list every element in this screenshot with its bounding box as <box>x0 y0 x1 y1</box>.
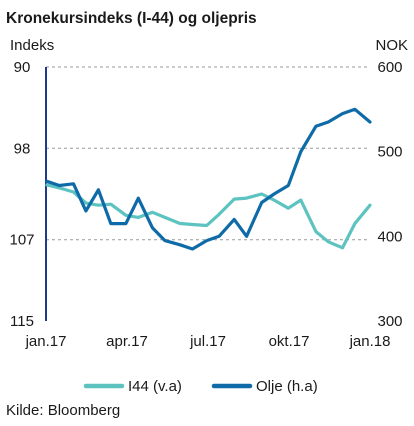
left-tick-label: 98 <box>14 140 31 157</box>
right-axis-label: NOK <box>375 37 408 54</box>
left-tick-label: 90 <box>14 59 31 76</box>
chart-title: Kronekursindeks (I-44) og oljepris <box>6 10 257 27</box>
x-tick-label: jan.18 <box>349 333 391 350</box>
gridlines <box>46 66 370 241</box>
series-line-i44 <box>45 183 372 250</box>
x-tick-label: okt.17 <box>269 333 310 350</box>
source-note: Kilde: Bloomberg <box>6 402 120 419</box>
left-axis-ticks: 90 98 107 115 <box>9 59 34 330</box>
right-tick-label: 300 <box>377 313 402 330</box>
x-tick-label: jan.17 <box>25 333 67 350</box>
left-axis-label: Indeks <box>10 37 54 54</box>
left-tick-label: 107 <box>9 232 34 249</box>
right-axis-ticks: 600 500 400 300 <box>377 59 402 330</box>
x-tick-label: apr.17 <box>106 333 148 350</box>
right-tick-label: 600 <box>377 59 402 76</box>
series-lines <box>45 107 372 251</box>
legend: I44 (v.a) Olje (h.a) <box>83 378 318 395</box>
x-tick-label: jul.17 <box>189 333 226 350</box>
left-tick-label: 115 <box>10 313 34 330</box>
legend-label-olje: Olje (h.a) <box>256 378 318 395</box>
right-tick-label: 500 <box>377 144 402 161</box>
right-tick-label: 400 <box>377 228 402 245</box>
legend-label-i44: I44 (v.a) <box>128 378 182 395</box>
series-line-olje <box>45 107 372 251</box>
x-axis-ticks: jan.17 apr.17 jul.17 okt.17 jan.18 <box>25 333 391 350</box>
